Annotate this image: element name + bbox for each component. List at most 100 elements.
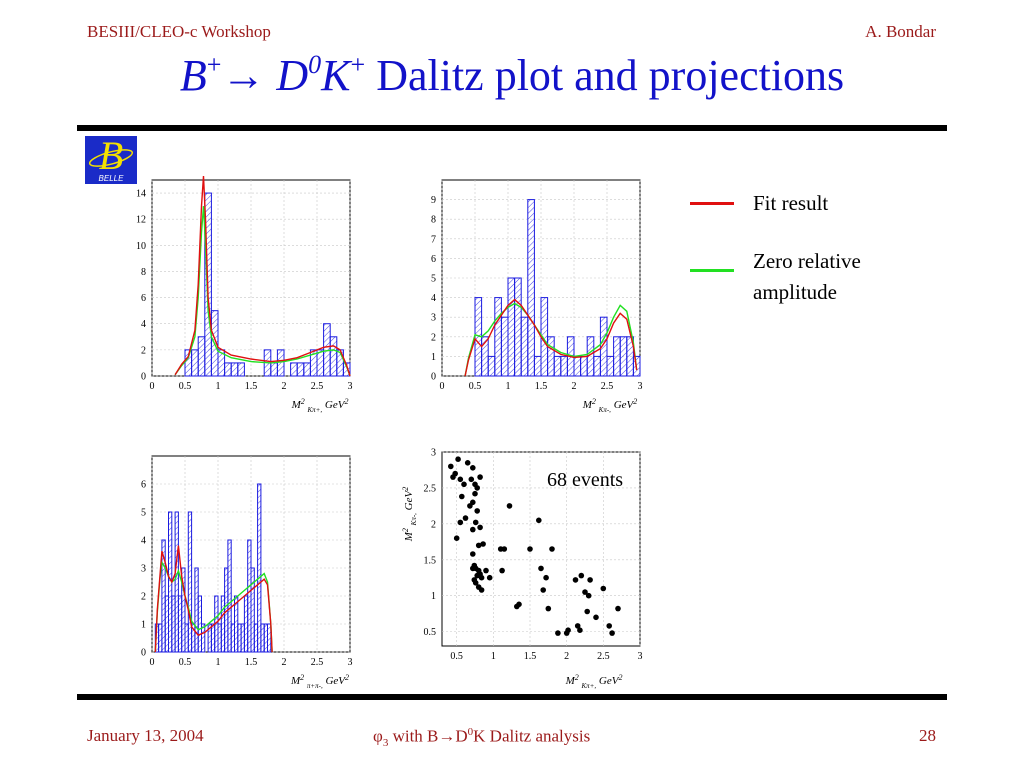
scatter-point — [459, 493, 465, 500]
logo-text: BELLE — [99, 174, 125, 183]
scatter-point — [549, 546, 555, 552]
scatter-point — [516, 601, 522, 608]
footer-talk-title: φ3 with B→D0K Dalitz analysis — [373, 726, 590, 749]
histogram-bar — [560, 355, 568, 377]
y-tick-label: 8 — [431, 215, 436, 226]
x-tick-label: 2 — [564, 651, 569, 662]
ylabel-label-part-1: 2 — [401, 528, 410, 532]
scatter-point — [609, 630, 615, 636]
scatter-point — [577, 627, 583, 633]
x-tick-label: 3 — [638, 651, 643, 662]
xlabel-label-part-1: 2 — [575, 673, 579, 682]
scatter-point — [472, 519, 479, 526]
ylabel-label: M2 Kπ-, GeV2 — [401, 487, 419, 542]
xlabel-label-part-0: M — [291, 399, 302, 411]
histogram-bar — [201, 623, 206, 653]
header-author: A. Bondar — [865, 22, 936, 41]
histogram-bar — [533, 355, 542, 377]
zero-relative-curve — [154, 560, 273, 653]
fit-result-curve — [154, 545, 273, 653]
scatter-point — [467, 503, 473, 509]
histogram-bar — [230, 362, 239, 377]
scatter-point — [555, 630, 561, 636]
title-d-zero: 0 — [308, 50, 322, 79]
legend-label-fit: Fit result — [753, 191, 829, 215]
y-tick-label: 2 — [431, 519, 436, 530]
fit-result-curve — [464, 298, 638, 377]
scatter-point — [565, 627, 571, 633]
histogram-bar — [296, 362, 305, 377]
xlabel-label-part-3: π+π-, — [307, 682, 323, 690]
histogram-bar — [290, 362, 298, 377]
y-tick-label: 6 — [141, 293, 146, 304]
title-k: K — [321, 51, 351, 100]
x-tick-label: 0 — [440, 381, 445, 392]
x-tick-label: 2.5 — [597, 651, 610, 662]
y-tick-label: 14 — [136, 189, 146, 200]
scatter-point — [464, 460, 471, 466]
histogram-bar — [500, 316, 509, 377]
footer-date: January 13, 2004 — [87, 726, 204, 745]
scatter-point — [501, 546, 508, 552]
scatter-point — [536, 517, 542, 524]
y-tick-label: 6 — [141, 480, 146, 491]
y-tick-label: 0 — [141, 648, 146, 659]
scatter-point — [470, 465, 476, 471]
y-tick-label: 4 — [431, 293, 436, 304]
xlabel-label-part-4: GeV — [611, 399, 635, 411]
histogram-bar — [573, 355, 582, 377]
events-annotation: 68 events — [547, 469, 623, 491]
footer-d-sup: 0 — [467, 726, 474, 738]
x-tick-label: 2.5 — [601, 381, 614, 392]
x-tick-label: 1.5 — [245, 381, 258, 392]
scatter-point — [462, 515, 469, 521]
xlabel-label-text: M2 Kπ-, GeV2 — [582, 397, 637, 415]
xlabel-label-text: M2 Kπ+, GeV2 — [565, 673, 623, 691]
title-rest: Dalitz plot and projections — [365, 51, 845, 100]
logo-letter: B — [99, 136, 123, 178]
scatter-point — [587, 577, 593, 583]
y-tick-label: 2 — [141, 592, 146, 603]
histogram-bar — [191, 349, 199, 377]
xlabel-label: M2 Kπ+, GeV2 — [291, 397, 349, 415]
x-tick-label: 0.5 — [469, 381, 482, 392]
histogram-bar — [316, 349, 325, 377]
histogram-bar — [606, 355, 615, 377]
x-tick-label: 0 — [150, 657, 155, 668]
y-tick-label: 2 — [431, 332, 436, 343]
x-tick-label: 3 — [638, 381, 643, 392]
fit-result-curve — [174, 176, 351, 377]
y-tick-label: 3 — [431, 313, 436, 324]
y-tick-label: 0 — [141, 372, 146, 383]
xlabel-label-part-1: 2 — [592, 397, 596, 406]
scatter-point — [453, 535, 460, 541]
scatter-point — [478, 574, 485, 581]
histogram-bar — [514, 277, 522, 377]
scatter-point — [615, 605, 621, 612]
scatter-point — [474, 572, 480, 579]
xlabel-label: M2 Kπ-, GeV2 — [582, 397, 637, 415]
histogram-bar — [520, 316, 529, 377]
bottom-rule — [77, 694, 947, 700]
histogram-bar — [593, 355, 601, 377]
xlabel-label-part-3: Kπ-, — [598, 406, 612, 414]
scatter-point — [480, 541, 486, 547]
histogram-bar — [276, 349, 285, 377]
scatter-point — [455, 456, 461, 462]
x-tick-label: 0 — [150, 381, 155, 392]
legend-line-fit — [690, 202, 734, 205]
x-tick-label: 1 — [216, 381, 221, 392]
footer-end: K Dalitz analysis — [473, 726, 591, 746]
x-tick-label: 3 — [348, 657, 353, 668]
histogram-bar — [507, 277, 516, 377]
x-tick-label: 0.5 — [450, 651, 463, 662]
x-tick-label: 2 — [572, 381, 577, 392]
scatter-point — [470, 526, 476, 533]
scatter-point — [606, 623, 612, 629]
xlabel-label: M2 Kπ+, GeV2 — [565, 673, 623, 691]
legend-label-zero-line2: amplitude — [753, 280, 837, 304]
scatter-point — [477, 524, 483, 531]
